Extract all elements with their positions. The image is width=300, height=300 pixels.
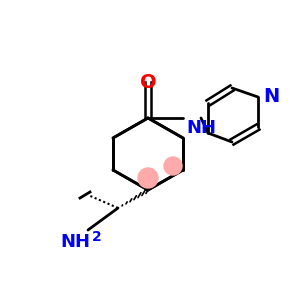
Circle shape [138,168,158,188]
Text: 2: 2 [92,230,102,244]
Text: NH: NH [60,233,90,251]
Text: N: N [263,88,279,106]
Text: O: O [140,73,156,92]
Circle shape [164,157,182,175]
Text: NH: NH [186,119,216,137]
